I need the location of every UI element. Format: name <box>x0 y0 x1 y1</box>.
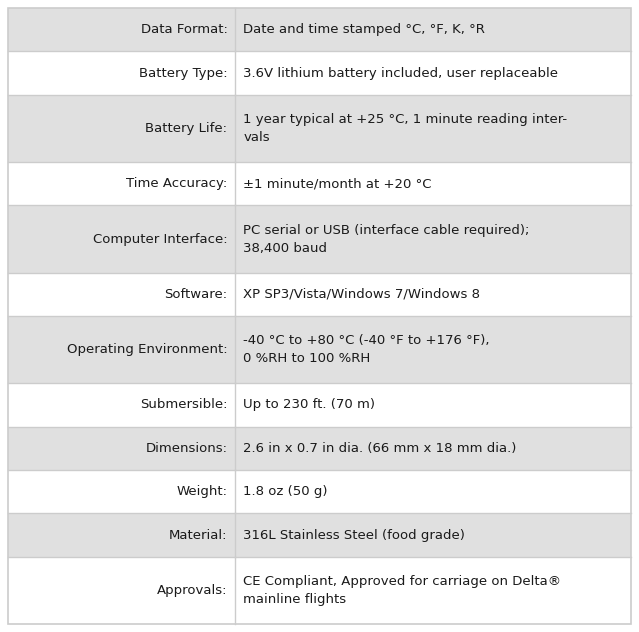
Bar <box>235 205 631 272</box>
Bar <box>8 427 235 470</box>
Text: CE Compliant, Approved for carriage on Delta®
mainline flights: CE Compliant, Approved for carriage on D… <box>243 575 562 606</box>
Text: Data Format:: Data Format: <box>141 23 227 36</box>
Bar <box>8 383 235 427</box>
Text: Operating Environment:: Operating Environment: <box>66 343 227 356</box>
Text: -40 °C to +80 °C (-40 °F to +176 °F),
0 %RH to 100 %RH: -40 °C to +80 °C (-40 °F to +176 °F), 0 … <box>243 334 490 365</box>
Text: Time Accuracy:: Time Accuracy: <box>126 177 227 190</box>
Bar <box>8 513 235 557</box>
Bar <box>235 427 631 470</box>
Bar <box>8 162 235 205</box>
Bar <box>8 8 235 51</box>
Text: Computer Interface:: Computer Interface: <box>93 233 227 245</box>
Text: Software:: Software: <box>164 288 227 301</box>
Bar <box>8 205 235 272</box>
Text: Approvals:: Approvals: <box>157 584 227 597</box>
Bar <box>8 51 235 95</box>
Bar <box>8 316 235 383</box>
Text: 316L Stainless Steel (food grade): 316L Stainless Steel (food grade) <box>243 528 465 542</box>
Text: ±1 minute/month at +20 °C: ±1 minute/month at +20 °C <box>243 177 432 190</box>
Text: 1.8 oz (50 g): 1.8 oz (50 g) <box>243 485 328 498</box>
Text: Up to 230 ft. (70 m): Up to 230 ft. (70 m) <box>243 398 375 411</box>
Text: Submersible:: Submersible: <box>140 398 227 411</box>
Bar <box>235 95 631 162</box>
Bar <box>235 383 631 427</box>
Text: Weight:: Weight: <box>176 485 227 498</box>
Text: 3.6V lithium battery included, user replaceable: 3.6V lithium battery included, user repl… <box>243 66 558 80</box>
Bar <box>235 51 631 95</box>
Bar <box>235 513 631 557</box>
Bar <box>235 8 631 51</box>
Text: XP SP3/Vista/Windows 7/Windows 8: XP SP3/Vista/Windows 7/Windows 8 <box>243 288 481 301</box>
Bar <box>8 557 235 624</box>
Bar <box>235 272 631 316</box>
Text: PC serial or USB (interface cable required);
38,400 baud: PC serial or USB (interface cable requir… <box>243 224 530 255</box>
Bar <box>8 470 235 513</box>
Bar <box>8 95 235 162</box>
Text: Date and time stamped °C, °F, K, °R: Date and time stamped °C, °F, K, °R <box>243 23 485 36</box>
Text: 1 year typical at +25 °C, 1 minute reading inter-
vals: 1 year typical at +25 °C, 1 minute readi… <box>243 113 567 144</box>
Bar <box>235 316 631 383</box>
Text: Material:: Material: <box>169 528 227 542</box>
Text: Dimensions:: Dimensions: <box>146 442 227 455</box>
Bar <box>235 557 631 624</box>
Bar <box>235 470 631 513</box>
Bar <box>235 162 631 205</box>
Text: 2.6 in x 0.7 in dia. (66 mm x 18 mm dia.): 2.6 in x 0.7 in dia. (66 mm x 18 mm dia.… <box>243 442 517 455</box>
Text: Battery Type:: Battery Type: <box>139 66 227 80</box>
Bar <box>8 272 235 316</box>
Text: Battery Life:: Battery Life: <box>146 122 227 135</box>
